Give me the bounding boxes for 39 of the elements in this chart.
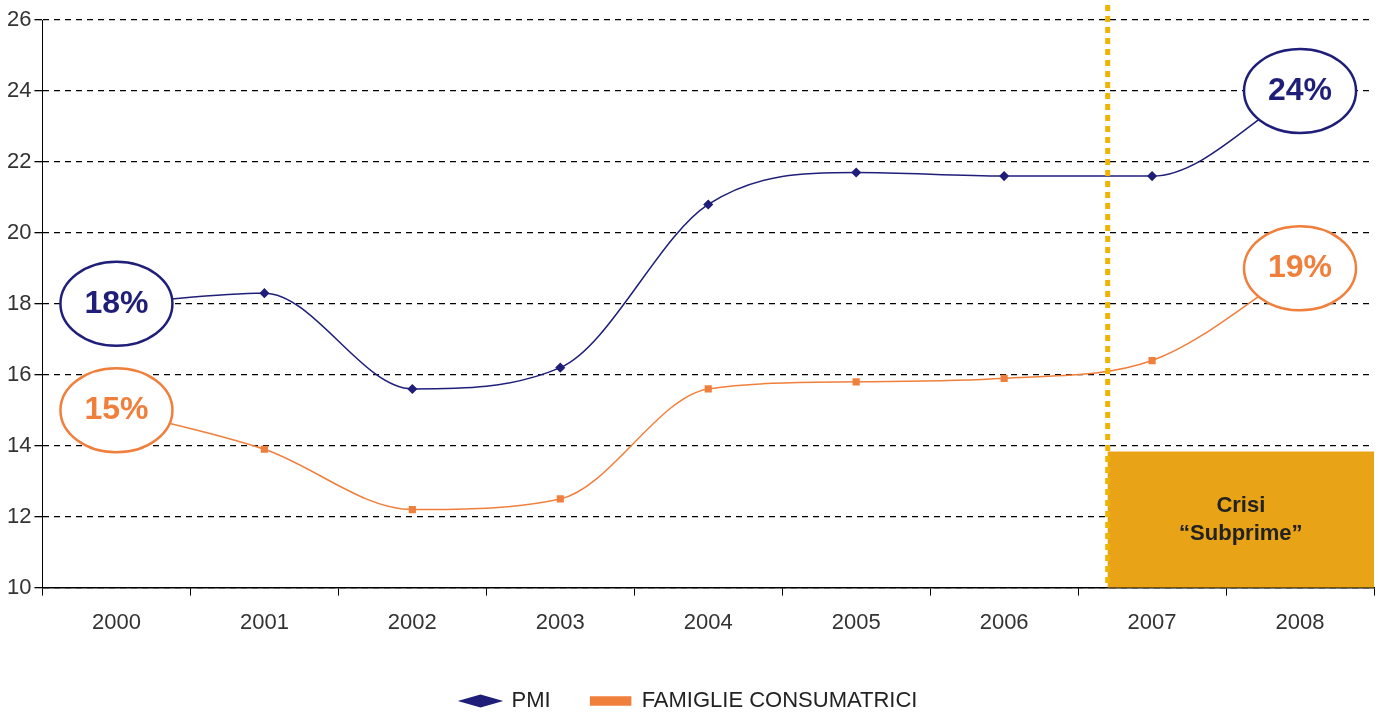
point (556, 495, 564, 503)
x-tick-label: 2002 (387, 608, 437, 634)
annotation: 19% (1268, 248, 1333, 285)
annotation: 15% (84, 390, 149, 427)
x-tick-label: 2004 (683, 608, 733, 634)
point (407, 384, 418, 394)
y-tick-label: 24 (6, 77, 32, 103)
point (259, 288, 270, 298)
x-tick-label: 2006 (979, 608, 1029, 634)
point (703, 199, 713, 210)
point (555, 362, 566, 373)
y-tick-label: 12 (6, 502, 32, 528)
legend-label: FAMIGLIE CONSUMATRICI (641, 687, 918, 713)
legend-label: PMI (511, 687, 551, 713)
x-tick-label: 2008 (1275, 608, 1325, 634)
point (1148, 356, 1156, 365)
y-tick-label: 22 (6, 147, 32, 173)
point (999, 171, 1009, 181)
point (1000, 374, 1008, 382)
point (852, 378, 860, 386)
x-tick-label: 2005 (831, 608, 881, 634)
annotation: 24% (1268, 70, 1333, 107)
y-tick-label: 16 (6, 360, 32, 386)
y-tick-label: 14 (6, 431, 32, 457)
y-tick-label: 26 (6, 6, 32, 32)
point (851, 167, 861, 178)
x-tick-label: 2001 (239, 608, 289, 634)
band-label: Crisi “Subprime” (1179, 491, 1303, 545)
x-tick-label: 2003 (535, 608, 585, 634)
y-tick-label: 18 (6, 289, 32, 315)
x-tick-label: 2000 (91, 608, 141, 634)
y-tick-label: 20 (6, 218, 32, 244)
x-tick-label: 2007 (1127, 608, 1177, 634)
point (1147, 171, 1157, 181)
annotation: 18% (84, 283, 149, 320)
y-tick-label: 10 (6, 573, 32, 599)
point (260, 445, 268, 453)
point (704, 385, 712, 393)
point (408, 505, 416, 514)
